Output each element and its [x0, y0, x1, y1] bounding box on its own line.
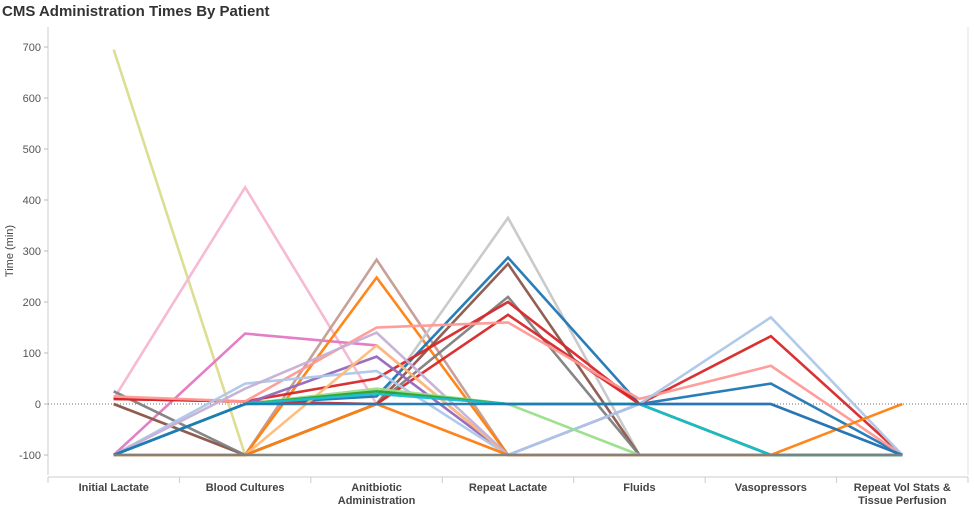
tick-labels: -100 0 100 200 300 400 500 600 700 Time (min) Init…	[4, 42, 951, 507]
series-line-5	[113, 275, 903, 457]
x-tick-label: Vasopressors	[735, 482, 807, 494]
series-line-16	[113, 331, 903, 457]
series-line-6	[113, 215, 903, 457]
y-tick-label: 400	[23, 195, 41, 207]
x-tick-label: Anitbiotic Administration	[338, 482, 416, 507]
y-tick-label: 500	[23, 144, 41, 156]
y-tick-label: 700	[23, 42, 41, 54]
chart-title: CMS Administration Times By Patient	[2, 3, 270, 20]
x-tick-label: Initial Lactate	[79, 482, 149, 494]
y-tick-label: 300	[23, 246, 41, 258]
series-line-17	[113, 387, 903, 457]
y-tick-label: 200	[23, 297, 41, 309]
y-tick-label: 100	[23, 348, 41, 360]
series-line-21	[113, 402, 903, 457]
y-tick-label: 600	[23, 93, 41, 105]
x-tick-label: Repeat Vol Stats & Tissue Perfusion	[854, 482, 951, 507]
series-lines	[112, 49, 904, 457]
series-line-13	[113, 355, 903, 457]
series-line-12	[113, 321, 904, 457]
x-tick-label: Fluids	[623, 482, 655, 494]
series-line-8	[113, 261, 903, 457]
series-line-4	[113, 257, 903, 457]
series-line-11	[113, 313, 903, 457]
axes	[44, 27, 969, 483]
x-tick-label: Blood Cultures	[206, 482, 285, 494]
series-line-14	[113, 315, 904, 457]
y-axis-label: Time (min)	[4, 225, 16, 277]
series-line-10	[113, 300, 904, 456]
x-tick-label: Repeat Lactate	[469, 482, 547, 494]
y-tick-label: -100	[19, 450, 41, 462]
y-tick-label: 0	[35, 399, 41, 411]
series-line-7	[113, 255, 903, 457]
